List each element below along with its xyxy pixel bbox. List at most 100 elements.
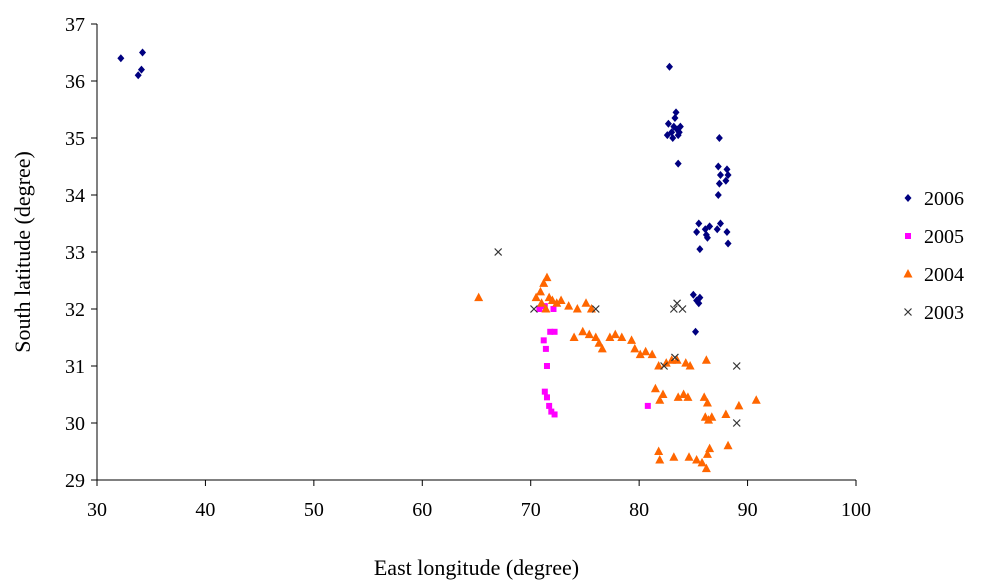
data-point-2003 [732, 362, 741, 370]
data-point-2004 [723, 440, 733, 450]
data-point-2004 [734, 400, 744, 410]
data-point-2003 [530, 305, 538, 313]
data-point-2006 [676, 122, 684, 131]
data-point-2005 [551, 411, 558, 418]
legend-item-2004: 2004 [903, 264, 964, 286]
data-point-2006 [713, 225, 721, 234]
legend-marker-2006 [904, 194, 912, 202]
legend-marker-2004 [903, 269, 913, 278]
data-point-2006 [134, 71, 142, 80]
x-axis-title: East longitude (degree) [374, 555, 579, 580]
y-tick-label: 34 [65, 185, 85, 207]
data-point-2005 [542, 345, 549, 352]
data-point-2005 [541, 388, 548, 395]
data-point-2004 [655, 395, 665, 404]
data-point-2004 [641, 346, 651, 356]
data-point-2004 [685, 361, 695, 370]
data-point-2004 [654, 361, 664, 370]
y-tick-label: 33 [65, 242, 85, 264]
data-point-2004 [701, 463, 711, 473]
data-point-2006 [692, 327, 700, 336]
data-point-2004 [584, 329, 594, 339]
data-point-2004 [683, 392, 693, 401]
data-point-2004 [569, 332, 579, 341]
data-point-2006 [674, 159, 682, 168]
data-point-2006 [695, 299, 703, 308]
data-point-2006 [117, 54, 125, 63]
data-point-2004 [655, 455, 665, 464]
data-point-2004 [702, 398, 712, 407]
y-tick-label: 37 [65, 14, 85, 36]
data-point-2004 [556, 295, 566, 304]
data-point-2005 [543, 394, 550, 401]
series-2003 [494, 248, 741, 427]
legend-marker-2003 [904, 308, 912, 316]
data-point-2005 [548, 408, 555, 415]
data-point-2005 [540, 337, 547, 344]
data-point-2004 [594, 338, 604, 347]
data-point-2004 [751, 395, 761, 404]
data-point-2004 [537, 298, 547, 307]
legend: 2006 2005 2004 2003 [903, 188, 964, 324]
y-tick-label: 35 [65, 128, 85, 150]
data-point-2003 [678, 305, 687, 313]
data-point-2006 [671, 114, 679, 123]
legend-label: 2005 [924, 226, 964, 248]
legend-item-2005: 2005 [905, 226, 964, 248]
data-point-2006 [695, 219, 703, 228]
data-point-2004 [669, 452, 679, 461]
data-point-2004 [673, 392, 683, 401]
data-point-2006 [715, 134, 723, 142]
data-point-2005 [546, 402, 553, 409]
data-point-2006 [723, 228, 731, 237]
legend-item-2003: 2003 [904, 302, 964, 324]
legend-label: 2003 [924, 302, 964, 324]
data-point-2006 [714, 162, 722, 171]
data-point-2004 [721, 409, 731, 418]
data-point-2005 [550, 306, 557, 312]
data-point-2004 [572, 304, 582, 313]
data-point-2004 [542, 272, 552, 282]
data-point-2006 [666, 62, 674, 71]
series-2006 [117, 48, 732, 336]
x-tick-label: 90 [738, 499, 758, 521]
data-point-2004 [578, 326, 588, 336]
data-point-2004 [547, 295, 557, 304]
data-point-2004 [654, 446, 664, 455]
data-point-2004 [535, 286, 545, 296]
data-point-2006 [723, 165, 731, 174]
legend-label: 2006 [924, 188, 964, 210]
y-tick-label: 36 [65, 71, 85, 93]
legend-item-2006: 2006 [904, 188, 964, 210]
data-point-2006 [672, 108, 680, 117]
data-point-2004 [552, 298, 562, 307]
data-point-2006 [693, 228, 701, 237]
y-tick-label: 31 [65, 356, 85, 378]
data-point-2004 [684, 452, 694, 461]
x-tick-label: 30 [87, 499, 107, 521]
data-point-2004 [541, 304, 551, 313]
axes: 30 40 50 60 70 80 90 100293031323334353637East … [10, 14, 871, 580]
x-tick-label: 60 [412, 499, 432, 521]
data-point-2004 [658, 389, 668, 398]
data-point-2006 [716, 219, 724, 228]
data-point-2004 [697, 457, 707, 467]
data-point-2004 [474, 292, 484, 302]
x-tick-label: 70 [521, 499, 541, 521]
data-point-2004 [661, 358, 671, 367]
data-point-2006 [664, 119, 672, 128]
y-tick-label: 32 [65, 299, 85, 321]
data-point-2004 [635, 349, 645, 359]
data-point-2003 [670, 353, 679, 362]
x-tick-label: 100 [841, 499, 871, 521]
data-point-2005 [536, 306, 543, 312]
x-tick-label: 50 [304, 499, 324, 521]
legend-label: 2004 [924, 264, 964, 286]
data-point-2004 [591, 332, 601, 341]
data-point-2003 [732, 419, 741, 427]
data-point-2004 [617, 332, 627, 341]
series-2004 [474, 272, 761, 473]
data-point-2006 [668, 128, 676, 137]
data-point-2003 [660, 362, 669, 370]
